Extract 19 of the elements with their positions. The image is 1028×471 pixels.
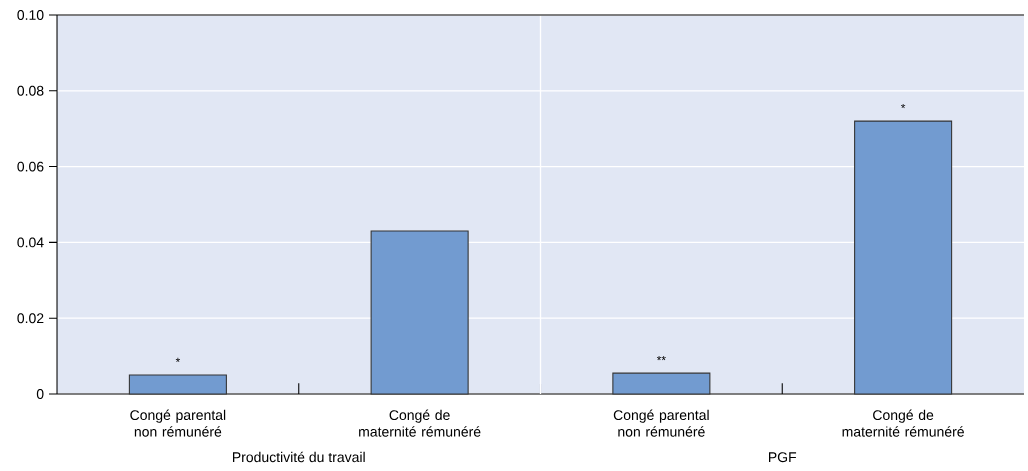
data-label: **: [656, 355, 666, 361]
y-tick-label: 0.04: [17, 237, 44, 248]
bar: [128, 374, 227, 395]
text: Productivité du travail: [232, 451, 365, 463]
y-tick-label: 0.10: [17, 10, 44, 20]
bar: [370, 230, 469, 395]
y-tick-label: 0.08: [17, 85, 44, 96]
data-label: *: [900, 103, 906, 109]
bar: [854, 120, 953, 395]
text: PGF: [769, 452, 797, 463]
data-label: *: [175, 357, 181, 363]
x-tick-label: Congé parental non rémunéré: [130, 409, 226, 437]
x-tick-label: Congé de maternité rémunéré: [359, 409, 481, 437]
x-tick-label: Congé parental non rémunéré: [613, 409, 709, 437]
y-tick-label: 0.02: [17, 313, 44, 324]
y-tick-label: 0.06: [17, 161, 44, 172]
y-tick-label: 0: [36, 389, 44, 399]
bar: [612, 372, 711, 395]
x-tick-label: Congé de maternité rémunéré: [842, 409, 964, 437]
